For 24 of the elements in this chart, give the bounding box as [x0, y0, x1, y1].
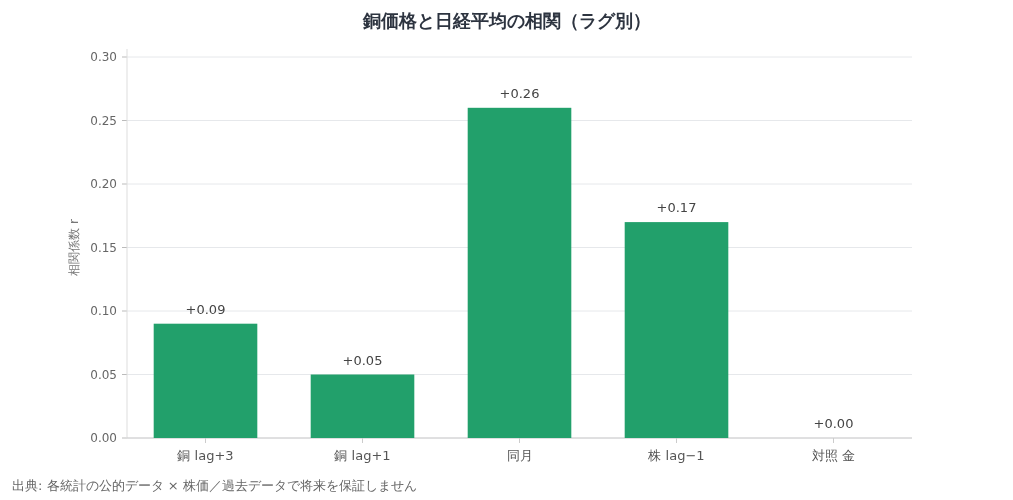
y-tick-label: 0.20 [90, 177, 117, 191]
data-label: +0.17 [656, 200, 697, 216]
bar [153, 323, 258, 438]
y-tick-label: 0.30 [90, 50, 117, 64]
x-tick-label: 同月 [506, 448, 533, 463]
data-label: +0.00 [813, 416, 854, 431]
y-axis-title: 相関係数 r [67, 219, 81, 276]
y-tick-label: 0.05 [90, 367, 117, 382]
y-tick-label: 0.00 [90, 431, 117, 445]
y-tick-label: 0.25 [90, 113, 117, 128]
data-label: +0.05 [342, 352, 383, 368]
x-tick-label: 対照 金 [811, 448, 856, 463]
x-tick-label: 銅 lag+1 [334, 448, 391, 463]
source-note: 出典: 各統計の公的データ × 株価／過去データで将来を保証しません [12, 478, 417, 493]
y-tick-label: 0.10 [90, 304, 117, 318]
data-label: +0.09 [185, 301, 226, 317]
data-label: +0.26 [499, 85, 540, 101]
chart-title: 銅価格と日経平均の相関（ラグ別） [361, 10, 651, 31]
x-tick-label: 銅 lag+3 [177, 448, 234, 463]
bar [310, 374, 415, 438]
y-tick-label: 0.15 [90, 240, 117, 255]
x-tick-label: 株 lag−1 [647, 448, 705, 463]
bar [624, 222, 729, 438]
bar [467, 107, 572, 438]
